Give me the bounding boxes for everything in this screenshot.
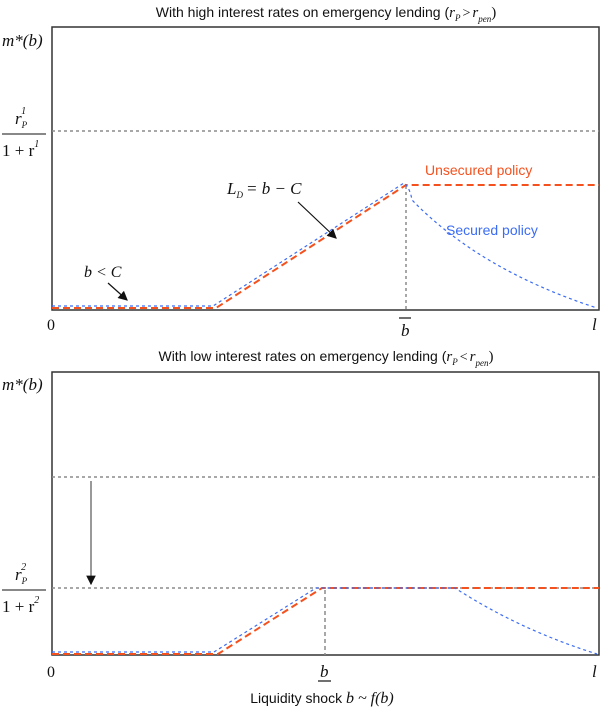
bottom-level-label: rP2 1 + r2	[2, 562, 46, 616]
bottom-x-tick-b-underline: b	[320, 662, 329, 681]
bottom-panel: With low interest rates on emergency len…	[2, 348, 600, 707]
b-less-c-arrow	[107, 282, 128, 301]
top-y-axis-label: m*(b)	[2, 31, 43, 50]
top-panel-title: With high interest rates on emergency le…	[156, 4, 496, 24]
bottom-unsecured-policy-curve	[52, 587, 599, 655]
bottom-x-tick-zero: 0	[47, 664, 55, 681]
top-unsecured-policy-curve	[52, 184, 599, 309]
bottom-level-denominator: 1 + r2	[2, 595, 39, 616]
b-less-c-annotation: b < C	[84, 264, 122, 281]
secured-policy-label: Secured policy	[446, 222, 538, 238]
top-level-label: rP1 1 + r1	[2, 106, 46, 160]
bottom-panel-title: With low interest rates on emergency len…	[158, 348, 493, 368]
bottom-secured-policy-curve	[52, 587, 598, 655]
ld-annotation: LD = b − C	[226, 179, 302, 200]
bottom-y-axis-label: m*(b)	[2, 375, 43, 394]
top-x-tick-zero: 0	[47, 317, 55, 334]
top-plot-frame	[51, 26, 600, 311]
ld-arrow	[297, 201, 337, 239]
top-level-denominator: 1 + r1	[2, 139, 39, 160]
bottom-level-numerator: rP2	[15, 562, 28, 586]
top-secured-policy-curve	[52, 182, 598, 309]
unsecured-policy-label: Unsecured policy	[425, 162, 532, 178]
top-x-tick-b-bar: b	[401, 321, 410, 340]
top-x-tick-l: l	[592, 315, 597, 334]
bottom-x-tick-l: l	[592, 662, 597, 681]
top-level-numerator: rP1	[15, 106, 28, 130]
top-panel: With high interest rates on emergency le…	[2, 4, 600, 340]
x-axis-label: Liquidity shock b ~ f(b)	[250, 690, 393, 707]
